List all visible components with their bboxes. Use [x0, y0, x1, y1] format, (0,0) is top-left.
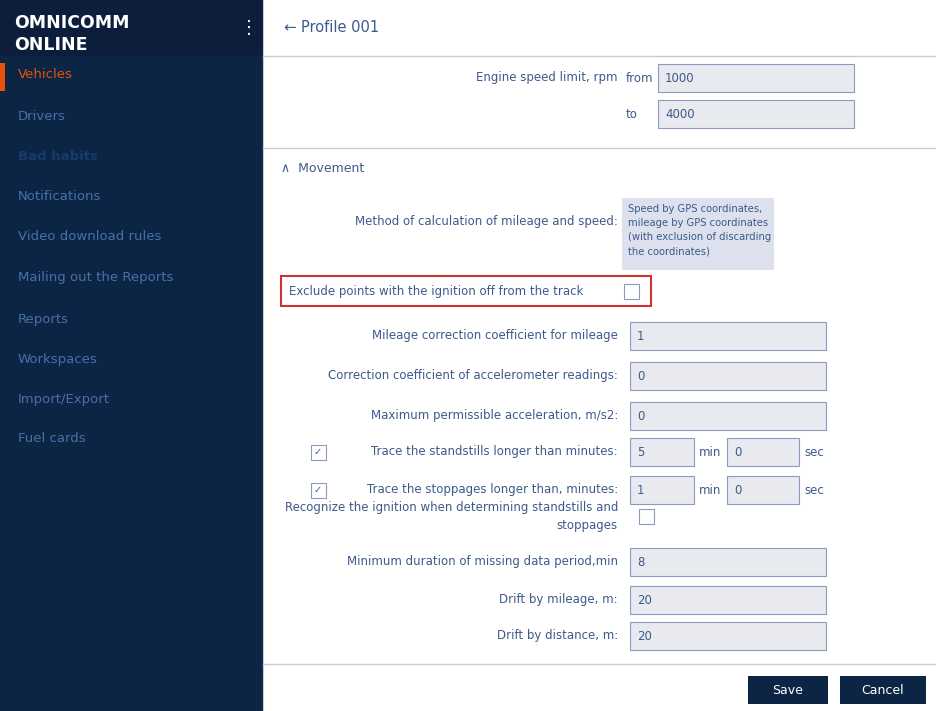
Text: Method of calculation of mileage and speed:: Method of calculation of mileage and spe…	[355, 215, 618, 228]
Text: 8: 8	[637, 555, 644, 569]
Text: Exclude points with the ignition off from the track: Exclude points with the ignition off fro…	[289, 284, 583, 297]
Bar	[0, 63, 5, 91]
Text: Drift by distance, m:: Drift by distance, m:	[497, 629, 618, 643]
Text: min: min	[699, 483, 722, 496]
Bar	[630, 586, 826, 614]
Bar	[630, 476, 694, 504]
Text: OMNICOMM: OMNICOMM	[14, 14, 129, 32]
Text: ONLINE: ONLINE	[14, 36, 87, 54]
Text: min: min	[699, 446, 722, 459]
Text: Notifications: Notifications	[18, 190, 101, 203]
Bar	[622, 198, 774, 270]
Text: to: to	[626, 107, 637, 120]
Bar	[281, 276, 651, 306]
Text: ✓: ✓	[314, 485, 322, 495]
Text: Drivers: Drivers	[18, 109, 66, 122]
Text: Reports: Reports	[18, 314, 69, 326]
Text: Fuel cards: Fuel cards	[18, 432, 85, 446]
Text: Save: Save	[772, 683, 803, 697]
Text: Video download rules: Video download rules	[18, 230, 161, 242]
Text: sec: sec	[804, 446, 824, 459]
Text: Drift by mileage, m:: Drift by mileage, m:	[500, 594, 618, 606]
Bar	[630, 322, 826, 350]
Bar	[658, 64, 854, 92]
Text: 20: 20	[637, 629, 651, 643]
Text: Workspaces: Workspaces	[18, 353, 97, 365]
Bar	[840, 676, 926, 704]
Text: 20: 20	[637, 594, 651, 606]
Text: Trace the stoppages longer than, minutes:: Trace the stoppages longer than, minutes…	[367, 483, 618, 496]
Bar	[630, 622, 826, 650]
Text: ✓: ✓	[314, 447, 322, 457]
Bar	[658, 100, 854, 128]
Text: 0: 0	[734, 483, 741, 496]
Text: ←: ←	[283, 21, 296, 36]
Bar	[311, 483, 326, 498]
Text: Trace the standstills longer than minutes:: Trace the standstills longer than minute…	[372, 446, 618, 459]
Text: Maximum permissible acceleration, m/s2:: Maximum permissible acceleration, m/s2:	[371, 410, 618, 422]
Text: Recognize the ignition when determining standstills and
stoppages: Recognize the ignition when determining …	[285, 501, 618, 532]
Text: from: from	[626, 72, 653, 85]
Text: 4000: 4000	[665, 107, 695, 120]
Bar	[630, 402, 826, 430]
Text: Minimum duration of missing data period,min: Minimum duration of missing data period,…	[347, 555, 618, 569]
Text: Vehicles: Vehicles	[18, 68, 73, 80]
Text: 1: 1	[637, 329, 645, 343]
Bar	[727, 476, 799, 504]
Text: sec: sec	[804, 483, 824, 496]
Text: ⋮: ⋮	[240, 19, 258, 37]
Text: 5: 5	[637, 446, 644, 459]
Bar	[0, 0, 263, 56]
Text: Mileage correction coefficient for mileage: Mileage correction coefficient for milea…	[373, 329, 618, 343]
Bar	[748, 676, 828, 704]
Text: Cancel: Cancel	[862, 683, 904, 697]
Text: Speed by GPS coordinates,
mileage by GPS coordinates
(with exclusion of discardi: Speed by GPS coordinates, mileage by GPS…	[628, 204, 771, 256]
Text: Import/Export: Import/Export	[18, 392, 110, 405]
Bar	[639, 509, 654, 524]
Text: Engine speed limit, rpm: Engine speed limit, rpm	[476, 72, 618, 85]
Text: ∧  Movement: ∧ Movement	[281, 161, 364, 174]
Text: Mailing out the Reports: Mailing out the Reports	[18, 272, 173, 284]
Bar	[263, 56, 936, 711]
Bar	[630, 438, 694, 466]
Bar	[727, 438, 799, 466]
Bar	[311, 445, 326, 460]
Text: 0: 0	[637, 410, 644, 422]
Text: Profile 001: Profile 001	[301, 21, 379, 36]
Bar	[263, 0, 936, 56]
Text: Bad habits: Bad habits	[18, 149, 98, 163]
Bar	[630, 548, 826, 576]
Text: Correction coefficient of accelerometer readings:: Correction coefficient of accelerometer …	[329, 370, 618, 383]
Bar	[624, 284, 639, 299]
Bar	[0, 0, 263, 711]
Text: 0: 0	[734, 446, 741, 459]
Text: 1: 1	[637, 483, 645, 496]
Text: 1000: 1000	[665, 72, 695, 85]
Bar	[630, 362, 826, 390]
Text: 0: 0	[637, 370, 644, 383]
